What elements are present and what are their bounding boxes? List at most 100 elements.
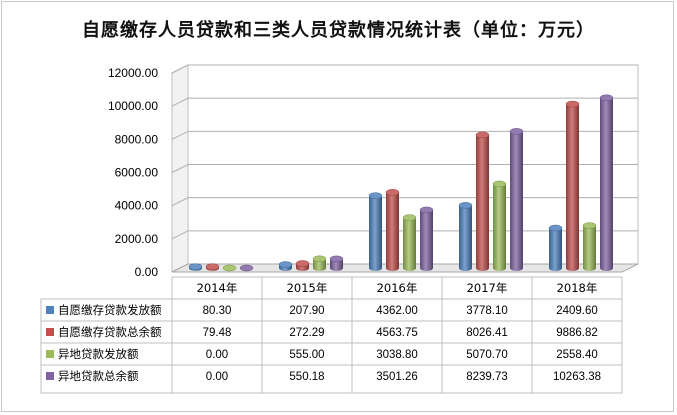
x-tick-label: 2015年 (287, 281, 328, 295)
bar (222, 264, 237, 272)
bar-top (312, 255, 327, 263)
data-label: 80.30 (203, 305, 232, 317)
bar-body (420, 209, 433, 271)
data-label: 550.18 (289, 371, 324, 383)
bar-body (566, 104, 579, 271)
data-label: 0.00 (206, 349, 228, 361)
legend-swatch (46, 306, 54, 314)
bars (188, 94, 614, 272)
legend-label: 自愿缴存贷款总余额 (58, 325, 162, 339)
bar-top (329, 255, 344, 263)
bar (312, 255, 327, 271)
bar (492, 180, 507, 271)
y-tick-label: 2000.00 (115, 232, 159, 246)
data-label: 0.00 (206, 371, 228, 383)
y-tick-label: 6000.00 (115, 166, 159, 180)
bar-top (239, 264, 254, 272)
bar-top (475, 131, 490, 139)
bar-top (582, 222, 597, 229)
data-label: 3778.10 (466, 305, 508, 317)
x-tick-label: 2014年 (197, 281, 238, 295)
data-label: 207.90 (289, 305, 324, 317)
bar (419, 206, 434, 271)
bar-body (476, 134, 489, 271)
bar (565, 100, 580, 271)
bar-top (599, 94, 614, 102)
data-label: 4563.75 (376, 327, 418, 339)
y-tick-label: 12000.00 (108, 66, 158, 80)
bar-body (583, 225, 596, 271)
bar-body (369, 195, 382, 271)
bar-top (368, 192, 383, 199)
bar-body (600, 97, 613, 271)
x-tick-label: 2016年 (377, 281, 418, 295)
x-tick-label: 2017年 (467, 281, 508, 295)
bar-top (385, 189, 400, 196)
data-label: 5070.70 (466, 349, 508, 361)
legend-swatch (46, 372, 54, 380)
data-label: 3038.80 (376, 349, 418, 361)
data-label: 10263.38 (553, 371, 601, 383)
bar-top (222, 264, 237, 272)
bar (205, 263, 220, 271)
legend-label: 异地贷款发放额 (58, 347, 139, 361)
bar-top (205, 263, 220, 270)
gridline (171, 97, 638, 107)
bar-top (509, 128, 524, 135)
bar-top (492, 180, 507, 188)
bar-body (459, 205, 472, 271)
chart-title: 自愿缴存人员贷款和三类人员贷款情况统计表（单位：万元） (82, 20, 595, 41)
bar (385, 189, 400, 271)
data-label: 79.48 (203, 327, 232, 339)
bar (295, 260, 310, 271)
bar (582, 222, 597, 271)
bar-body (313, 258, 326, 271)
bar (458, 202, 473, 271)
bar-body (549, 228, 562, 271)
gridline (171, 130, 638, 140)
y-tick-label: 10000.00 (108, 99, 158, 113)
legend-swatch (46, 350, 54, 358)
data-label: 555.00 (289, 349, 324, 361)
data-label: 2558.40 (556, 349, 598, 361)
bar (475, 131, 490, 271)
data-label: 272.29 (289, 327, 324, 339)
bar-top (188, 263, 203, 270)
bar-top (548, 224, 563, 232)
bar (599, 94, 614, 271)
bar (278, 261, 293, 271)
y-tick-label: 0.00 (135, 265, 159, 279)
bar-body (330, 258, 343, 271)
data-label: 9886.82 (556, 327, 598, 339)
legend-swatch (46, 328, 54, 336)
y-axis-ticks: 0.00 2000.00 4000.00 6000.00 8000.00 10000.00… (108, 66, 158, 279)
bar-top (458, 202, 473, 209)
data-label: 3501.26 (376, 371, 418, 383)
bar-top (419, 206, 434, 214)
y-tick-label: 4000.00 (115, 199, 159, 213)
data-label: 8026.41 (466, 327, 508, 339)
x-tick-label: 2018年 (557, 281, 598, 295)
bar-body (386, 192, 399, 271)
bar-top (402, 214, 417, 221)
bar (239, 264, 254, 272)
data-label: 8239.73 (466, 371, 508, 383)
data-label: 4362.00 (376, 305, 418, 317)
legend-label: 自愿缴存贷款发放额 (58, 303, 162, 317)
data-label: 2409.60 (556, 305, 598, 317)
bar (188, 263, 203, 271)
y-tick-label: 8000.00 (115, 132, 159, 146)
bar-body (493, 183, 506, 271)
bar (548, 224, 563, 271)
bar (509, 128, 524, 271)
legend-label: 异地贷款总余额 (58, 369, 139, 383)
bar-body (510, 131, 523, 271)
bar-body (403, 217, 416, 271)
bar-top (565, 100, 580, 108)
bar (329, 255, 344, 271)
gridline (171, 64, 638, 74)
bar-top (278, 261, 293, 268)
